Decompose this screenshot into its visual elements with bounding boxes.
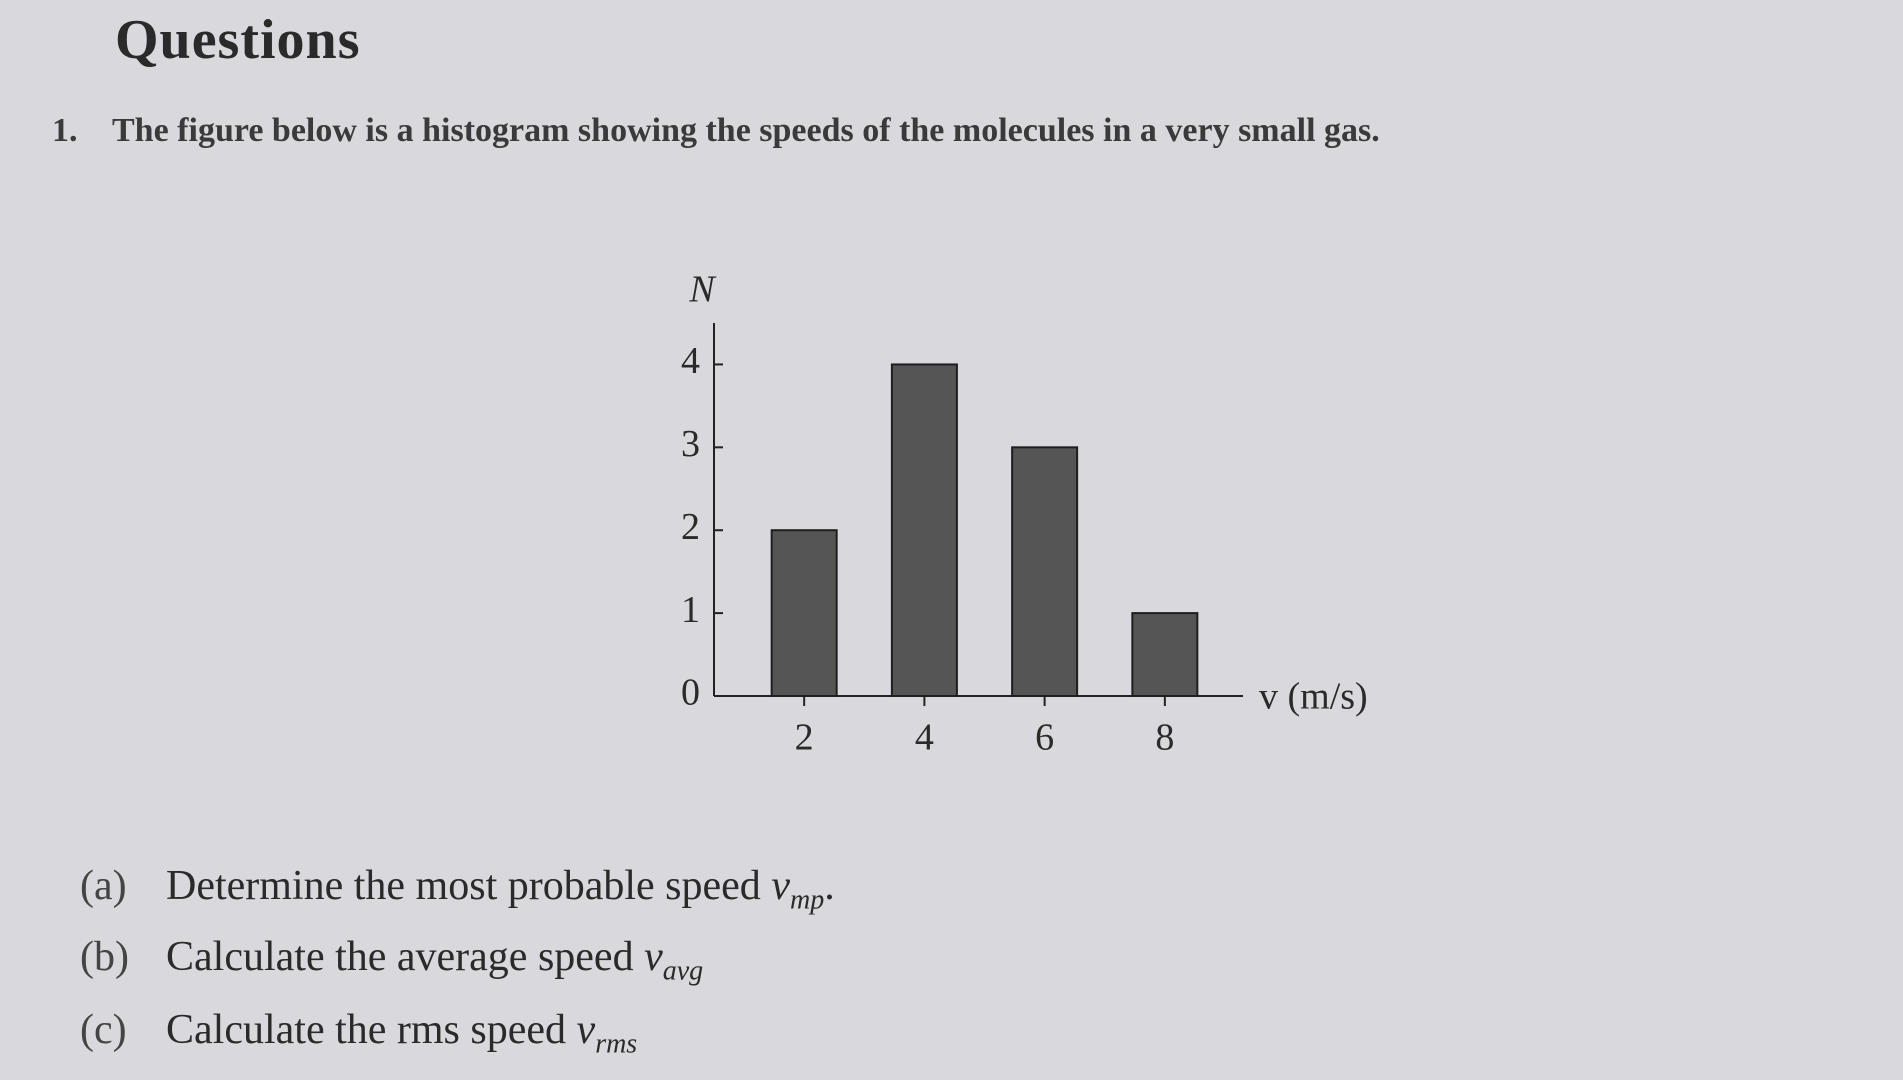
x-tick-label: 4	[915, 717, 934, 759]
symbol: v	[576, 1007, 596, 1053]
question: 1. The figure below is a histogram showin…	[52, 112, 1380, 150]
bar	[890, 363, 958, 697]
heading: Questions	[115, 9, 361, 71]
part-label: (a)	[80, 863, 127, 909]
bar	[770, 529, 838, 697]
x-tick-label: 8	[1155, 717, 1174, 759]
y-tick-label: 0	[681, 672, 700, 714]
y-tick-label: 3	[681, 423, 700, 465]
symbol: v	[771, 863, 790, 909]
subscript: mp	[789, 884, 825, 916]
question-number: 1.	[52, 112, 78, 149]
subscript: rms	[595, 1028, 638, 1060]
x-axis-label: v (m/s)	[1259, 676, 1368, 718]
y-axis-label: N	[688, 269, 717, 311]
part-label: (c)	[80, 1007, 127, 1053]
part-text: Calculate the rms speed	[166, 1007, 567, 1053]
part-label: (b)	[80, 934, 129, 980]
part: (c) Calculate the rms speed vrms	[80, 1006, 637, 1060]
y-tick-label: 4	[681, 340, 700, 382]
x-tick-label: 6	[1035, 717, 1054, 759]
y-tick-label: 2	[681, 506, 700, 548]
y-tick-label: 1	[681, 589, 700, 631]
question-text: The figure below is a histogram showing …	[112, 112, 1380, 149]
bar	[1131, 612, 1199, 697]
subscript: avg	[662, 955, 704, 987]
part-text: Determine the most probable speed	[166, 863, 761, 909]
symbol: v	[644, 934, 663, 980]
part-text: Calculate the average speed	[166, 934, 634, 980]
part: (b) Calculate the average speed vavg	[80, 933, 703, 987]
x-tick-label: 2	[795, 717, 814, 759]
part-end: .	[824, 863, 835, 909]
bar	[1011, 446, 1079, 698]
part: (a) Determine the most probable speed vmp…	[80, 862, 835, 916]
